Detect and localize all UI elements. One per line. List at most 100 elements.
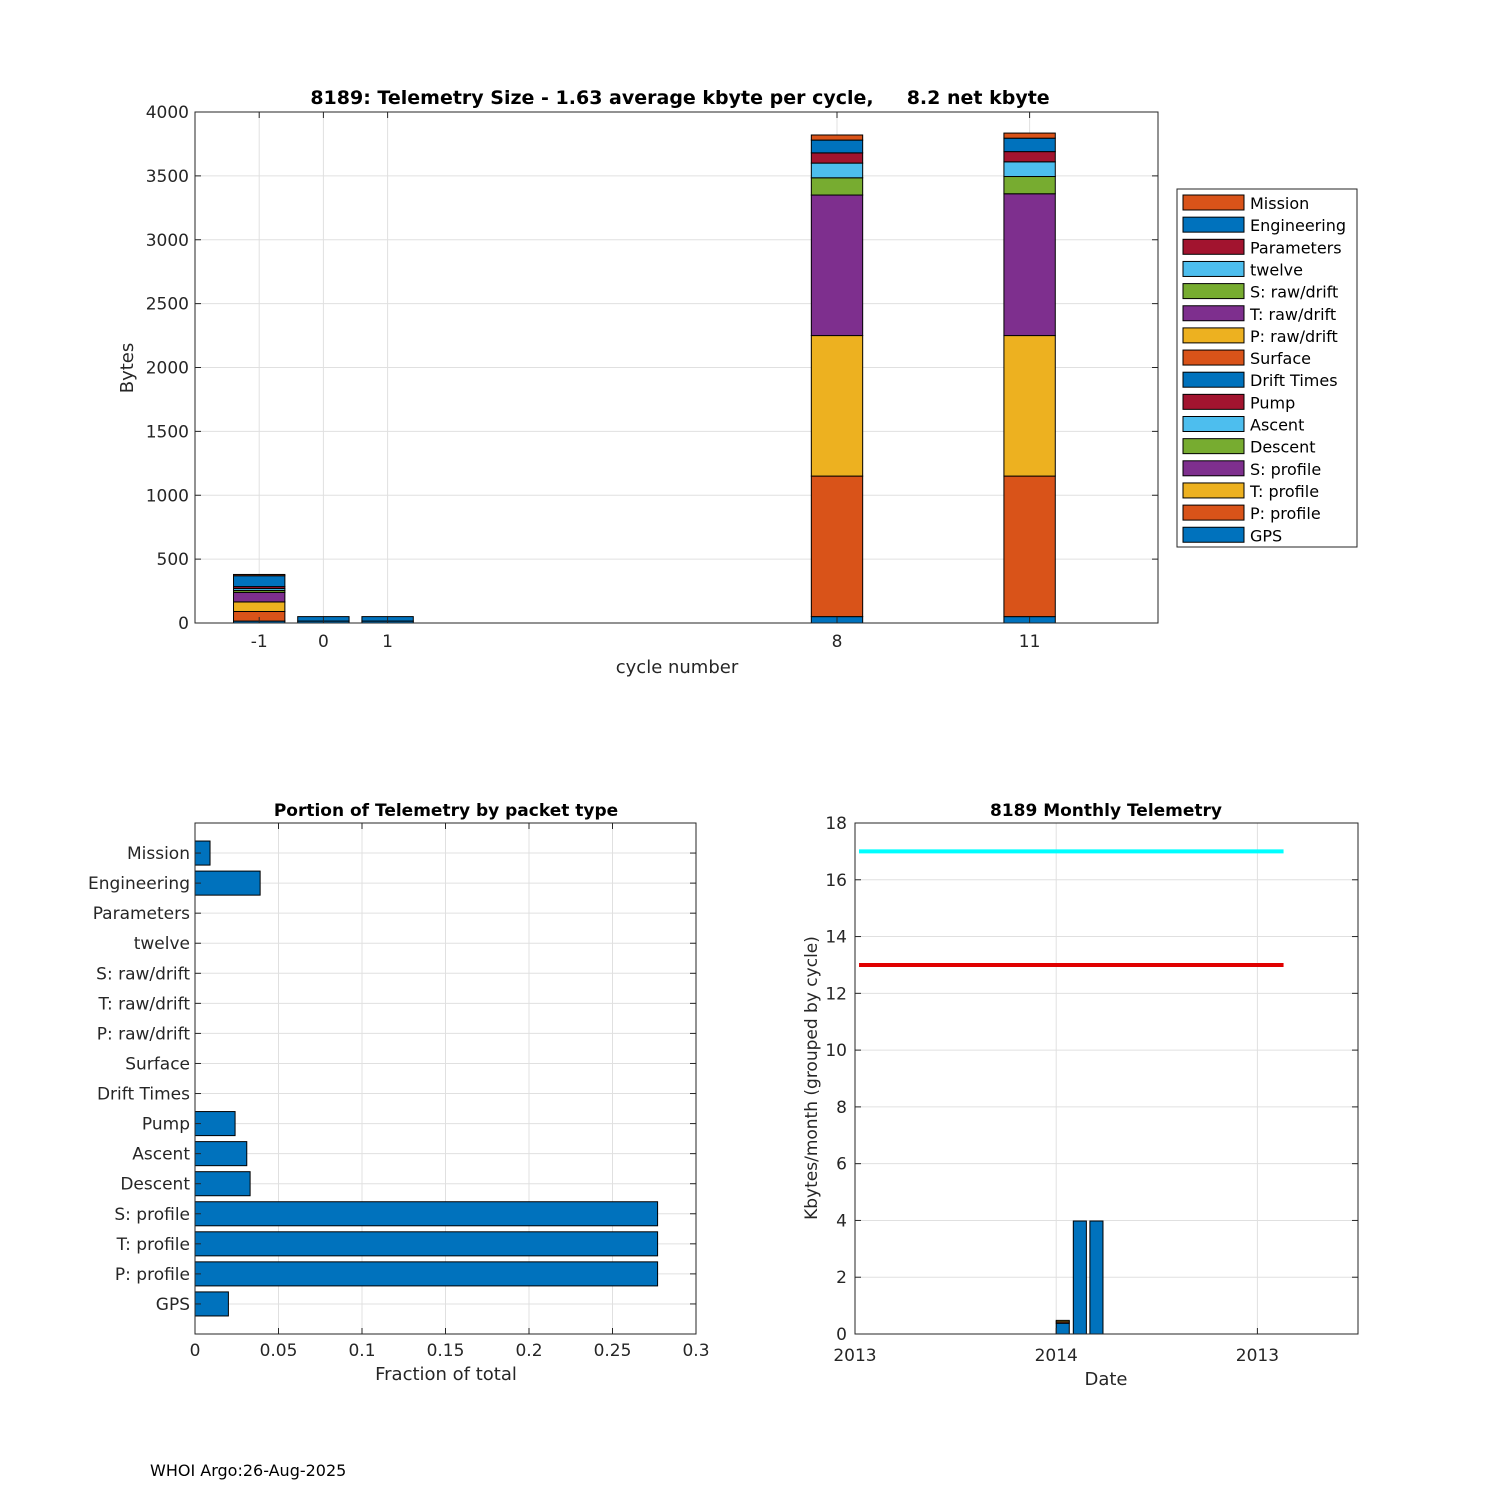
top-legend-label: T: raw/drift [1249,305,1336,324]
top-chart-ylabel: Bytes [117,343,138,394]
br-bar-segment [1055,1319,1070,1323]
br-ytick-label: 12 [825,984,847,1004]
top-legend-label: Pump [1250,393,1295,412]
top-legend-swatch [1182,305,1245,322]
top-legend-swatch [1182,283,1245,300]
top-legend-label: Descent [1250,438,1316,457]
top-ytick-label: 1500 [146,422,189,442]
top-legend-label: S: profile [1250,460,1321,479]
top-chart-title: 8189: Telemetry Size - 1.63 average kbyt… [310,87,1049,109]
top-legend-swatch [1182,371,1245,388]
top-bar-segment [1003,193,1056,337]
bl-xtick-label: 0.1 [348,1341,375,1361]
bl-bar [194,1261,659,1287]
br-ytick-label: 4 [836,1211,847,1231]
top-chart-legend: Mission Engineering Parameters twelve S: raw… [1176,188,1358,548]
top-bar-segment [233,573,286,577]
top-bar-segment [1003,176,1056,195]
top-bar-segment [1003,475,1056,618]
bl-ytick-label: Ascent [132,1145,190,1165]
bl-bar [194,870,261,896]
top-bar-segment [233,601,286,613]
br-ytick-label: 14 [825,928,847,948]
br-bar-segment [1055,1322,1070,1335]
top-legend-swatch [1182,504,1245,521]
top-bar-segment [810,194,864,337]
top-bar-segment [1003,132,1056,139]
bl-ytick-label: P: profile [115,1265,190,1285]
top-bar-segment [810,139,864,154]
top-legend-label: P: raw/drift [1250,327,1338,346]
top-xtick-label: 1 [382,632,393,652]
top-bar-segment [810,152,864,164]
top-legend-swatch [1182,260,1245,277]
top-bar-segment [1003,151,1056,163]
br-chart-ylabel: Kbytes/month (grouped by cycle) [802,936,822,1220]
top-bar-segment [233,575,286,588]
bl-xtick-label: 0.3 [682,1341,709,1361]
bl-chart-bars [194,840,659,1317]
top-legend-swatch [1182,327,1245,344]
br-bar-segment [1089,1220,1104,1335]
top-xtick-label: 11 [1019,632,1041,652]
top-ytick-label: 2500 [146,295,189,315]
br-ytick-label: 0 [836,1325,847,1345]
br-ytick-label: 6 [836,1155,847,1175]
top-chart-xlabel: cycle number [616,657,739,678]
top-legend-swatch [1182,194,1245,211]
top-ytick-label: 2000 [146,359,189,379]
top-ytick-label: 3000 [146,231,189,251]
bl-ytick-label: twelve [134,934,190,954]
br-chart-lines [859,849,1284,967]
bl-xtick-label: 0.05 [260,1341,298,1361]
top-ytick-label: 3500 [146,167,189,187]
top-legend-label: Parameters [1250,238,1342,257]
br-ytick-label: 18 [825,814,847,834]
bl-chart-title: Portion of Telemetry by packet type [274,801,618,821]
bl-ytick-label: T: profile [116,1235,190,1255]
bl-ytick-label: T: raw/drift [97,994,190,1014]
top-chart-ticks: 0 500 1000 1500 2000 2500 3000 3500 4000 -1 0 1 8 11 [146,103,1158,652]
top-bar-segment [1003,335,1056,477]
top-bar-segment [810,475,864,618]
top-legend-swatch [1182,438,1245,455]
br-chart-bars [1055,1220,1104,1335]
bl-ytick-label: GPS [156,1295,190,1315]
top-ytick-label: 0 [178,614,189,634]
top-legend-label: P: profile [1250,504,1321,523]
bl-chart-grid [194,823,697,1334]
top-bar-segment [1003,137,1056,153]
top-legend-swatch [1182,460,1245,477]
bl-ytick-label: S: raw/drift [96,964,190,984]
top-bar-segment [810,335,864,477]
bl-ytick-label: Mission [127,844,190,864]
top-legend-label: Drift Times [1250,371,1338,390]
top-bar-segment [1003,161,1056,178]
bl-ytick-label: Surface [125,1054,190,1074]
bl-ytick-label: S: profile [114,1205,190,1225]
br-chart-axes-box [854,822,1359,1335]
footer-credit: WHOI Argo:26-Aug-2025 [150,1461,347,1480]
top-ytick-label: 1000 [146,486,189,506]
bl-bar [194,1231,659,1257]
bl-chart-ticks: 0 0.05 0.1 0.15 0.2 0.25 0.3 Mission Engineering… [88,823,710,1361]
br-xtick-label: 2013 [1236,1346,1279,1366]
br-ytick-label: 10 [825,1041,847,1061]
top-legend-label: GPS [1250,526,1282,545]
br-chart-xlabel: Date [1084,1369,1127,1390]
top-legend-swatch [1182,349,1245,366]
top-legend-label: Ascent [1250,416,1304,435]
br-ytick-label: 16 [825,871,847,891]
br-bar-segment [1072,1220,1087,1335]
br-chart-title: 8189 Monthly Telemetry [990,801,1222,821]
top-xtick-label: -1 [251,632,268,652]
top-ytick-label: 4000 [146,103,189,123]
br-xtick-label: 2014 [1035,1346,1078,1366]
stacked-telemetry-chart: 8189: Telemetry Size - 1.63 average kbyt… [117,87,1358,678]
top-xtick-label: 8 [832,632,843,652]
top-legend-label: twelve [1250,260,1303,279]
bl-ytick-label: Engineering [88,874,190,894]
bl-ytick-label: Descent [120,1175,190,1195]
top-chart-bars [233,132,1056,624]
bl-bar [194,1141,248,1167]
